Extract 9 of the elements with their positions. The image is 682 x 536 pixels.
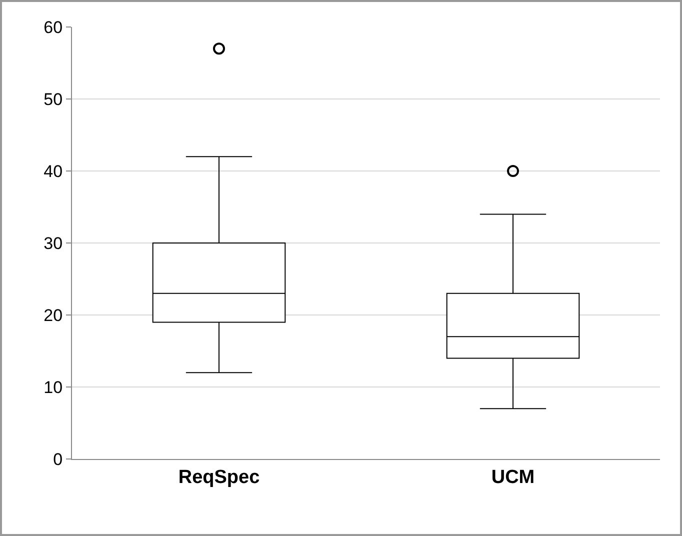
y-tick-label: 60 xyxy=(44,18,63,37)
x-tick-label: ReqSpec xyxy=(178,466,260,488)
y-tick-label: 20 xyxy=(44,306,63,325)
y-tick-label: 10 xyxy=(44,378,63,397)
y-tick-label: 0 xyxy=(53,450,63,469)
x-tick-label: UCM xyxy=(491,466,535,488)
y-tick-label: 50 xyxy=(44,90,63,109)
y-tick-label: 40 xyxy=(44,162,63,181)
y-tick-label: 30 xyxy=(44,234,63,253)
